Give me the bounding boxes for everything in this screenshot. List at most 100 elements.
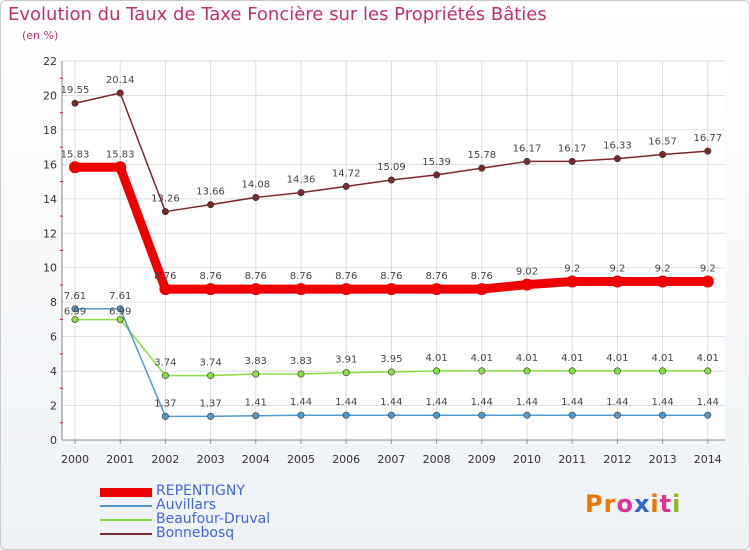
data-point-auvillars — [659, 411, 667, 419]
data-label-bonnebosq: 15.39 — [422, 157, 451, 168]
x-tick-label: 2006 — [332, 453, 360, 466]
data-point-bonnebosq — [568, 157, 576, 165]
data-label-auvillars: 1.44 — [425, 397, 447, 408]
data-label-bonnebosq: 16.57 — [648, 137, 677, 148]
data-point-bonnebosq — [342, 182, 350, 190]
data-label-beaufour-druval: 4.01 — [471, 353, 493, 364]
data-label-repentigny: 9.2 — [655, 264, 671, 275]
logo-letter: P — [585, 490, 604, 518]
data-label-beaufour-druval: 4.01 — [651, 353, 673, 364]
data-label-beaufour-druval: 4.01 — [425, 353, 447, 364]
data-label-bonnebosq: 14.72 — [332, 168, 361, 179]
data-point-beaufour-druval — [71, 316, 79, 324]
data-label-repentigny: 8.76 — [335, 271, 357, 282]
data-label-bonnebosq: 16.17 — [558, 143, 587, 154]
data-point-repentigny — [656, 275, 669, 288]
y-tick-label: 22 — [43, 55, 57, 68]
data-point-bonnebosq — [387, 176, 395, 184]
logo-letter: r — [603, 490, 617, 518]
data-label-beaufour-druval: 3.74 — [199, 358, 221, 369]
data-point-beaufour-druval — [433, 367, 441, 375]
data-label-bonnebosq: 16.77 — [693, 133, 722, 144]
data-point-auvillars — [297, 411, 305, 419]
data-point-bonnebosq — [478, 164, 486, 172]
data-label-repentigny: 8.76 — [290, 271, 312, 282]
data-label-repentigny: 8.76 — [199, 271, 221, 282]
data-label-auvillars: 1.37 — [199, 398, 221, 409]
data-label-beaufour-druval: 3.74 — [154, 358, 176, 369]
data-point-auvillars — [613, 411, 621, 419]
data-point-beaufour-druval — [523, 367, 531, 375]
data-label-auvillars: 1.44 — [290, 397, 312, 408]
y-tick-label: 6 — [50, 331, 57, 344]
data-point-auvillars — [387, 411, 395, 419]
plot-area — [62, 61, 725, 440]
y-tick-label: 16 — [43, 158, 57, 171]
data-label-repentigny: 9.02 — [516, 267, 538, 278]
data-point-repentigny — [159, 283, 172, 296]
legend-swatch — [100, 519, 152, 521]
data-label-auvillars: 1.44 — [380, 397, 402, 408]
data-point-beaufour-druval — [613, 367, 621, 375]
data-point-repentigny — [701, 275, 714, 288]
proxiti-logo: Proxiti — [585, 490, 681, 518]
data-point-beaufour-druval — [252, 370, 260, 378]
logo-letter: i — [672, 490, 682, 518]
data-point-auvillars — [71, 305, 79, 313]
data-point-auvillars — [568, 411, 576, 419]
y-tick-label: 14 — [43, 193, 57, 206]
data-point-repentigny — [566, 275, 579, 288]
x-tick-label: 2014 — [694, 453, 722, 466]
data-label-auvillars: 1.37 — [154, 398, 176, 409]
x-tick-label: 2011 — [558, 453, 586, 466]
x-tick-label: 2002 — [151, 453, 179, 466]
y-tick-label: 4 — [50, 365, 57, 378]
logo-letter: o — [616, 490, 634, 518]
data-point-repentigny — [295, 283, 307, 296]
data-label-repentigny: 15.83 — [61, 149, 90, 160]
data-point-repentigny — [521, 278, 533, 291]
legend-swatch — [100, 533, 152, 535]
data-label-auvillars: 7.61 — [109, 291, 131, 302]
data-label-bonnebosq: 16.33 — [603, 141, 632, 152]
data-point-auvillars — [116, 305, 124, 313]
legend-label: REPENTIGNY — [156, 483, 245, 499]
data-label-bonnebosq: 15.78 — [467, 150, 496, 161]
data-label-bonnebosq: 15.09 — [377, 162, 406, 173]
legend-swatch — [100, 505, 152, 507]
data-point-bonnebosq — [116, 89, 124, 97]
data-point-repentigny — [69, 161, 81, 174]
data-label-auvillars: 1.44 — [471, 397, 493, 408]
data-label-bonnebosq: 13.26 — [151, 194, 180, 205]
y-tick-label: 10 — [43, 262, 57, 275]
data-label-repentigny: 8.76 — [471, 271, 493, 282]
data-point-auvillars — [704, 411, 712, 419]
data-label-bonnebosq: 16.17 — [513, 143, 542, 154]
x-tick-label: 2000 — [61, 453, 89, 466]
data-point-repentigny — [340, 283, 353, 296]
data-point-repentigny — [475, 283, 488, 296]
data-label-bonnebosq: 14.08 — [241, 179, 270, 190]
data-label-bonnebosq: 13.66 — [196, 187, 225, 198]
data-point-beaufour-druval — [387, 368, 395, 376]
y-tick-label: 12 — [43, 227, 57, 240]
legend-label: Bonnebosq — [156, 525, 235, 541]
data-point-bonnebosq — [71, 99, 79, 107]
logo-letter: x — [633, 490, 651, 518]
data-label-repentigny: 8.76 — [245, 271, 267, 282]
logo-letter: i — [650, 490, 660, 518]
data-label-auvillars: 1.44 — [606, 397, 628, 408]
data-point-beaufour-druval — [116, 316, 124, 324]
data-label-auvillars: 1.44 — [651, 397, 673, 408]
y-tick-label: 2 — [50, 400, 57, 413]
y-tick-label: 8 — [50, 296, 57, 309]
legend-label: Auvillars — [156, 497, 217, 513]
data-point-bonnebosq — [161, 208, 169, 216]
data-label-auvillars: 1.44 — [561, 397, 583, 408]
data-point-repentigny — [430, 283, 443, 296]
data-point-repentigny — [385, 283, 398, 296]
y-tick-label: 18 — [43, 124, 57, 137]
data-label-repentigny: 9.2 — [609, 264, 625, 275]
data-label-auvillars: 1.44 — [516, 397, 538, 408]
x-tick-label: 2007 — [377, 453, 405, 466]
